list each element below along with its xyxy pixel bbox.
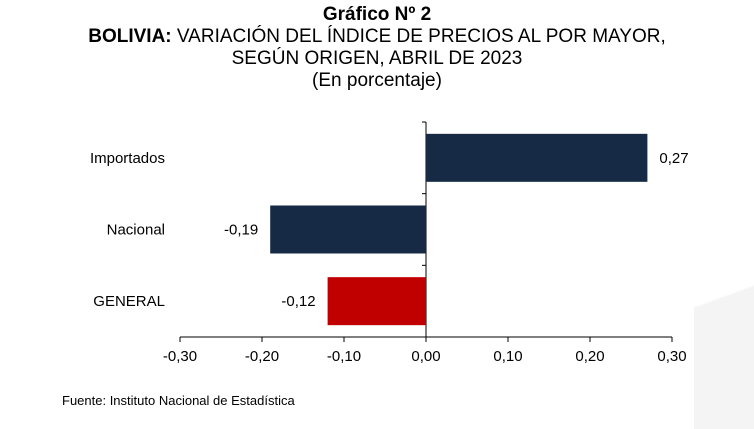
category-label: GENERAL xyxy=(93,293,165,310)
chart-title-country: BOLIVIA: xyxy=(88,26,172,47)
bar xyxy=(426,133,648,182)
bar xyxy=(327,277,426,326)
chart-title-rest: VARIACIÓN DEL ÍNDICE DE PRECIOS AL POR M… xyxy=(171,26,666,47)
category-label: Nacional xyxy=(107,222,165,239)
x-tick-label: -0,10 xyxy=(327,348,361,365)
x-tick-label: -0,30 xyxy=(163,348,197,365)
chart-units: (En porcentaje) xyxy=(312,70,442,91)
x-tick-label: 0,30 xyxy=(657,348,686,365)
data-label: -0,12 xyxy=(281,293,315,310)
x-tick-label: 0,10 xyxy=(493,348,522,365)
chart-title: BOLIVIA: VARIACIÓN DEL ÍNDICE DE PRECIOS… xyxy=(0,26,754,48)
source-note: Fuente: Instituto Nacional de Estadístic… xyxy=(62,393,295,408)
data-label: 0,27 xyxy=(659,150,688,167)
decorative-corner xyxy=(694,210,754,429)
x-tick-label: -0,20 xyxy=(245,348,279,365)
chart-number: Gráfico Nº 2 xyxy=(322,4,432,25)
chart-subtitle: SEGÚN ORIGEN, ABRIL DE 2023 xyxy=(231,48,523,69)
bar xyxy=(270,205,426,254)
category-label: Importados xyxy=(90,150,165,167)
data-label: -0,19 xyxy=(224,222,258,239)
chart-title-block: Gráfico Nº 2 BOLIVIA: VARIACIÓN DEL ÍNDI… xyxy=(0,4,754,92)
x-tick-label: 0,20 xyxy=(575,348,604,365)
x-tick-label: 0,00 xyxy=(411,348,440,365)
